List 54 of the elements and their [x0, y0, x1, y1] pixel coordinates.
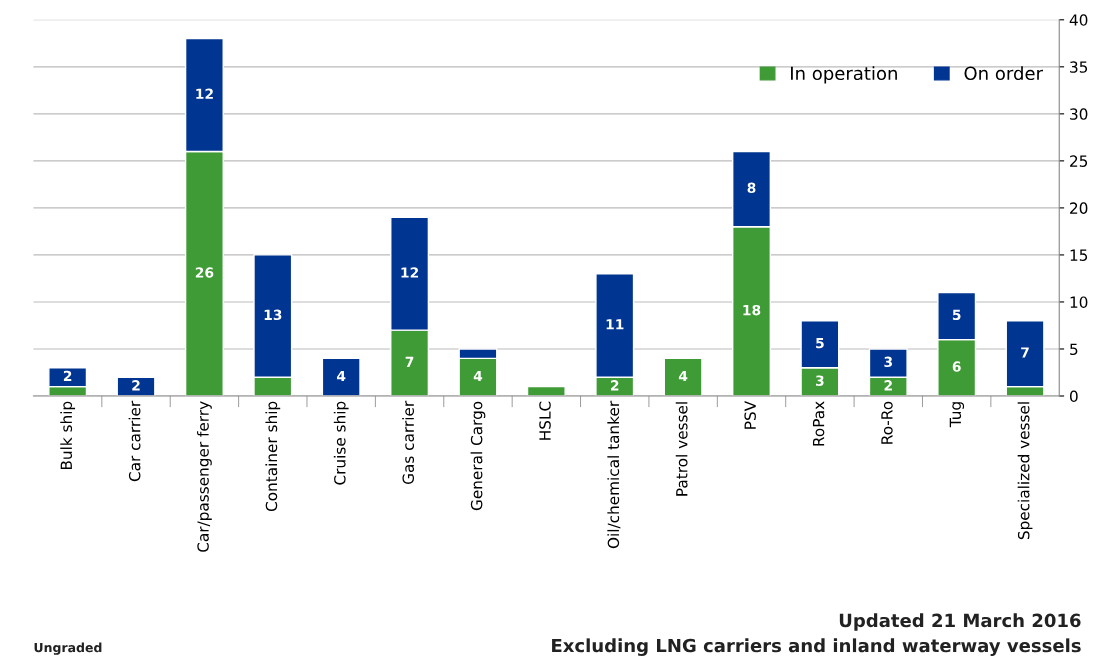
y-tick-label: 5 — [1070, 343, 1078, 355]
x-tick-label: Gas carrier — [402, 400, 415, 484]
x-tick-label: RoPax — [812, 401, 825, 446]
data-label: 5 — [952, 309, 961, 321]
data-label: 12 — [196, 88, 213, 99]
x-tick-label: Cruise ship — [333, 401, 349, 485]
data-label: 5 — [816, 337, 824, 349]
text: Updated 21 March 2016 — [839, 613, 1081, 631]
legend-label: On order — [964, 66, 1043, 81]
x-tick-label: Container ship — [265, 401, 281, 512]
data-label: 18 — [743, 304, 761, 316]
data-label: 7 — [1021, 347, 1029, 358]
data-label: 3 — [815, 375, 824, 386]
x-tick-label: HSLC — [539, 401, 551, 440]
x-tick-label: Ro-Ro — [881, 401, 893, 444]
x-tick-label: General Cargo — [470, 401, 486, 511]
data-label: 2 — [611, 380, 619, 391]
bar — [663, 357, 703, 396]
text: Ungraded — [34, 642, 102, 655]
y-tick-label: 30 — [1070, 108, 1088, 120]
data-label: 13 — [264, 309, 282, 321]
y-tick-label: 15 — [1070, 249, 1088, 261]
x-tick-label: Specialized vessel — [1017, 402, 1033, 540]
data-label: 26 — [195, 267, 214, 278]
bar — [321, 357, 361, 396]
legend-label: In operation — [791, 66, 897, 84]
x-tick-label: Bulk ship — [60, 401, 76, 470]
x-tick-label: Car/passenger ferry — [197, 401, 212, 552]
y-tick-label: 20 — [1070, 202, 1088, 214]
text: Excluding LNG carriers and inland waterway vessels — [552, 638, 1081, 656]
x-tick-label: PSV — [744, 400, 756, 429]
y-tick-label: 40 — [1069, 14, 1088, 26]
data-label: 12 — [401, 267, 419, 278]
y-tick-label: 25 — [1070, 155, 1088, 167]
data-label: 11 — [606, 319, 624, 330]
data-label: 4 — [678, 370, 688, 382]
data-label: 2 — [63, 370, 72, 382]
y-tick-label: 10 — [1070, 296, 1088, 308]
data-label: 7 — [405, 356, 414, 367]
x-tick-label: Car carrier — [128, 400, 141, 482]
x-tick-label: Oil/chemical tanker — [607, 400, 621, 549]
y-tick-label: 0 — [1069, 390, 1078, 403]
data-label: 8 — [747, 182, 756, 194]
data-label: 2 — [132, 380, 140, 391]
data-label: 6 — [952, 361, 961, 372]
data-label: 3 — [884, 356, 893, 368]
data-label: 2 — [884, 380, 892, 391]
bar — [116, 376, 156, 396]
x-tick-label: Patrol vessel — [675, 402, 688, 496]
y-tick-label: 35 — [1070, 61, 1088, 73]
x-tick-label: Tug — [949, 402, 965, 428]
data-label: 4 — [336, 370, 346, 382]
bar — [526, 385, 566, 396]
data-label: 4 — [473, 370, 483, 382]
